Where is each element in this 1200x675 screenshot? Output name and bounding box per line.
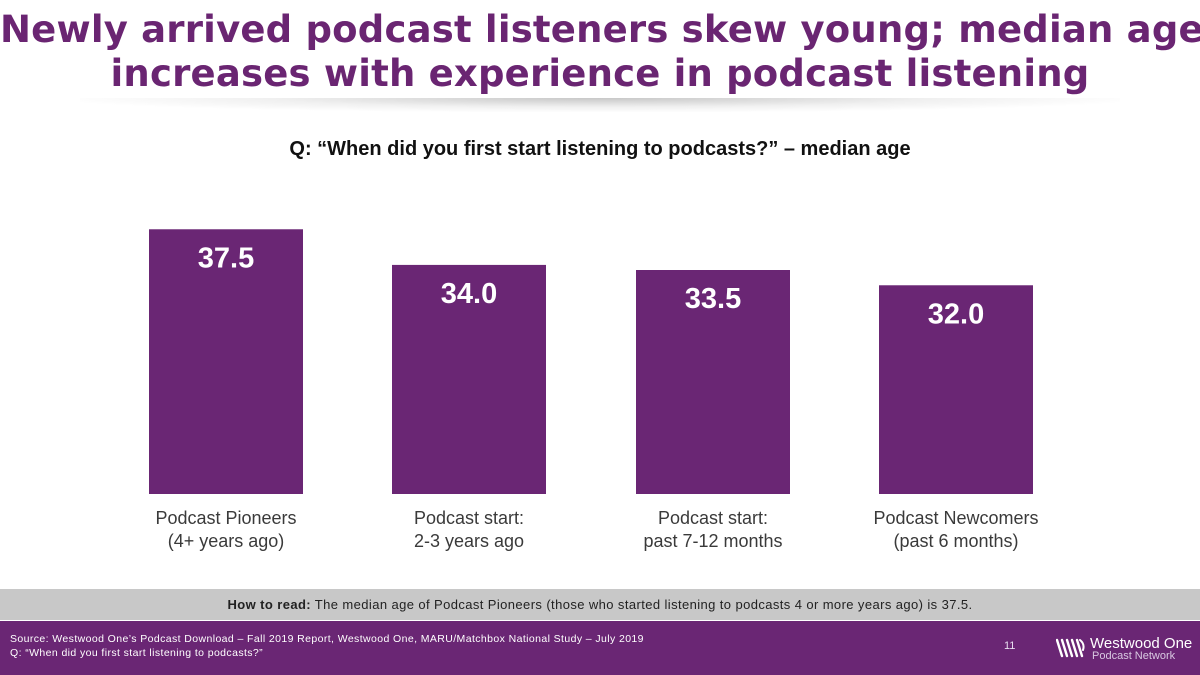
category-label-2-line-2: 2-3 years ago — [414, 531, 524, 551]
how-to-read-banner: How to read: The median age of Podcast P… — [0, 589, 1200, 620]
bar-value-label-1: 37.5 — [198, 242, 254, 274]
logo-name: Westwood One — [1090, 635, 1193, 652]
category-label-3-line-2: past 7-12 months — [643, 531, 782, 551]
logo-subtitle: Podcast Network — [1092, 650, 1176, 662]
bar-value-label-3: 33.5 — [685, 283, 741, 315]
westwood-one-logo: Westwood One Podcast Network — [1056, 635, 1200, 662]
source-line-2: Q: “When did you first start listening t… — [10, 647, 264, 659]
westwood-one-wave-icon — [1056, 638, 1085, 658]
category-label-3-line-1: Podcast start: — [658, 508, 768, 528]
bar-1 — [149, 229, 303, 495]
source-note: Source: Westwood One’s Podcast Download … — [10, 632, 644, 660]
category-label-1-line-1: Podcast Pioneers — [155, 508, 296, 528]
bar-2 — [392, 264, 546, 494]
how-to-read-text: The median age of Podcast Pioneers (thos… — [311, 597, 973, 612]
page-title-line-2: increases with experience in podcast lis… — [110, 52, 1090, 95]
page-title-line-1: Newly arrived podcast listeners skew you… — [0, 8, 1200, 51]
chart-title: Q: “When did you first start listening t… — [289, 138, 911, 160]
page-title: Newly arrived podcast listeners skew you… — [0, 8, 1200, 96]
bar-chart: 37.5 Podcast Pioneers (4+ years ago) 34.0 Po… — [149, 229, 1039, 551]
category-label-1-line-2: (4+ years ago) — [168, 531, 285, 551]
source-line-1: Source: Westwood One’s Podcast Download … — [10, 633, 644, 645]
how-to-read-label: How to read: — [227, 597, 312, 612]
category-label-4-line-2: (past 6 months) — [893, 531, 1018, 551]
page-number: 11 — [1004, 640, 1016, 652]
category-label-4-line-1: Podcast Newcomers — [873, 508, 1038, 528]
bar-value-label-4: 32.0 — [928, 298, 984, 330]
footer-bar: Source: Westwood One’s Podcast Download … — [0, 621, 1200, 675]
bar-3 — [636, 270, 790, 494]
bar-4 — [879, 285, 1033, 494]
category-label-2-line-1: Podcast start: — [414, 508, 524, 528]
bar-value-label-2: 34.0 — [441, 278, 497, 310]
title-divider-shadow — [80, 98, 1120, 112]
